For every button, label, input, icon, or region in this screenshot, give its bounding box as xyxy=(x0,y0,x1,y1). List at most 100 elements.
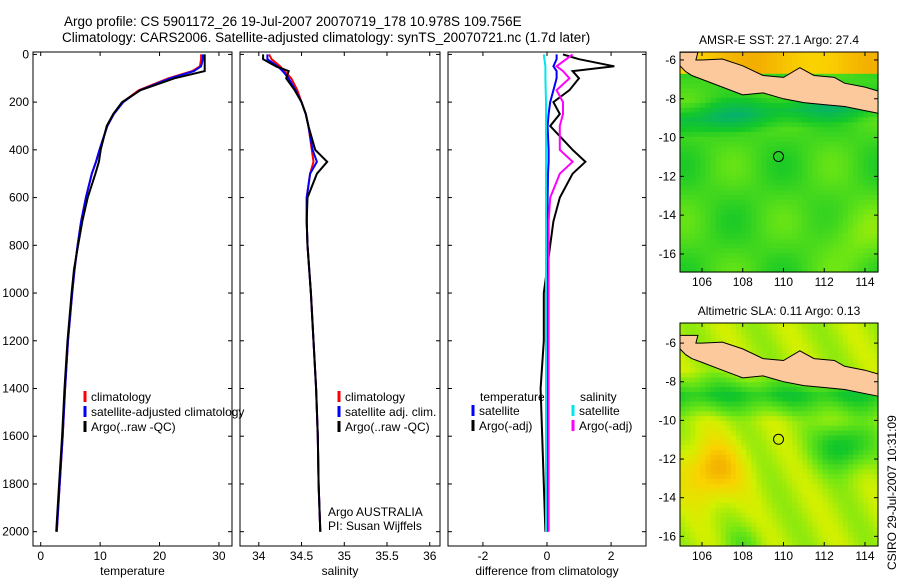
map-cell xyxy=(832,126,839,132)
map-cell xyxy=(812,184,819,191)
map-cell xyxy=(797,401,803,407)
map-cell xyxy=(710,531,717,537)
map-field xyxy=(680,52,879,273)
map-cell xyxy=(705,116,712,123)
map-cell xyxy=(741,267,747,273)
map-cell xyxy=(710,228,717,234)
map-cell xyxy=(680,175,686,181)
map-cell xyxy=(781,102,788,108)
map-cell xyxy=(868,430,875,436)
map-cell xyxy=(873,367,879,373)
map-cell xyxy=(837,483,844,489)
map-cell xyxy=(746,430,752,436)
map-cell xyxy=(873,131,879,137)
map-cell xyxy=(715,521,722,528)
map-cell xyxy=(802,439,808,446)
map-cell xyxy=(710,267,717,273)
map-cell xyxy=(797,526,803,533)
map-cell xyxy=(736,376,742,383)
plots-layer: 0 10 20 30020040060080010001200140016001800… xyxy=(2,33,879,578)
map-cell xyxy=(817,58,824,65)
legend-label: climatology xyxy=(345,390,405,404)
map-cell xyxy=(730,102,737,108)
map-cell xyxy=(776,58,783,65)
map-cell xyxy=(807,53,813,60)
map-cell xyxy=(705,82,712,89)
map-cell xyxy=(868,218,875,225)
map-cell xyxy=(873,242,879,249)
map-cell xyxy=(761,53,768,60)
map-cell xyxy=(751,238,757,244)
map-cell xyxy=(868,521,875,528)
map-cell xyxy=(837,267,844,273)
map-cell xyxy=(776,121,783,128)
map-cell xyxy=(756,410,763,417)
map-cell xyxy=(858,352,864,359)
map-cell xyxy=(680,199,686,205)
map-cell xyxy=(725,531,732,537)
map-cell xyxy=(776,199,783,205)
map-cell xyxy=(827,391,834,397)
map-cell xyxy=(730,160,737,166)
map-cell xyxy=(746,478,752,484)
map-cell xyxy=(792,488,798,494)
map-cell xyxy=(832,473,839,479)
map-cell xyxy=(710,396,717,402)
map-cell xyxy=(756,52,763,55)
map-cell xyxy=(736,502,742,508)
map-cell xyxy=(741,126,747,132)
map-cell xyxy=(715,396,722,402)
map-cell xyxy=(802,497,808,504)
map-cell xyxy=(873,521,879,528)
map-cell xyxy=(843,405,849,412)
map-cell xyxy=(776,338,783,344)
map-cell xyxy=(786,131,793,137)
map-cell xyxy=(771,343,778,349)
map-cell xyxy=(751,228,757,234)
map-cell xyxy=(863,165,869,171)
map-cell xyxy=(868,323,875,330)
map-cell xyxy=(776,160,783,166)
map-cell xyxy=(730,497,737,504)
map-cell xyxy=(715,367,722,373)
map-cell xyxy=(741,257,747,263)
map-cell xyxy=(817,116,824,123)
map-cell xyxy=(725,252,732,259)
map-cell xyxy=(868,141,875,147)
map-cell xyxy=(690,507,696,513)
map-cell xyxy=(690,521,696,528)
map-cell xyxy=(766,512,773,518)
map-cell xyxy=(863,347,869,354)
map-cell xyxy=(848,213,854,220)
map-cell xyxy=(766,405,773,412)
map-cell xyxy=(827,347,834,354)
map-cell xyxy=(822,415,829,421)
map-cell xyxy=(705,430,712,436)
map-cell xyxy=(843,430,849,436)
map-cell xyxy=(792,145,798,152)
map-cell xyxy=(715,126,722,132)
map-cell xyxy=(715,444,722,450)
map-cell xyxy=(741,328,747,334)
map-cell xyxy=(781,323,788,330)
map-cell xyxy=(720,396,727,402)
map-cell xyxy=(843,459,849,465)
map-cell xyxy=(705,175,712,181)
map-cell xyxy=(730,170,737,176)
map-cell xyxy=(843,541,849,547)
map-cell xyxy=(837,333,844,339)
map-cell xyxy=(797,430,803,436)
map-cell xyxy=(812,463,819,470)
map-cell xyxy=(858,233,864,239)
map-cell xyxy=(751,415,757,421)
map-cell xyxy=(746,179,752,186)
map-cell xyxy=(736,136,742,142)
map-cell xyxy=(812,396,819,402)
map-cell xyxy=(741,238,747,244)
map-cell xyxy=(730,468,737,475)
map-cell xyxy=(741,381,747,388)
map-cell xyxy=(832,507,839,513)
map-cell xyxy=(741,415,747,421)
map-cell xyxy=(685,536,691,542)
map-cell xyxy=(751,381,757,388)
